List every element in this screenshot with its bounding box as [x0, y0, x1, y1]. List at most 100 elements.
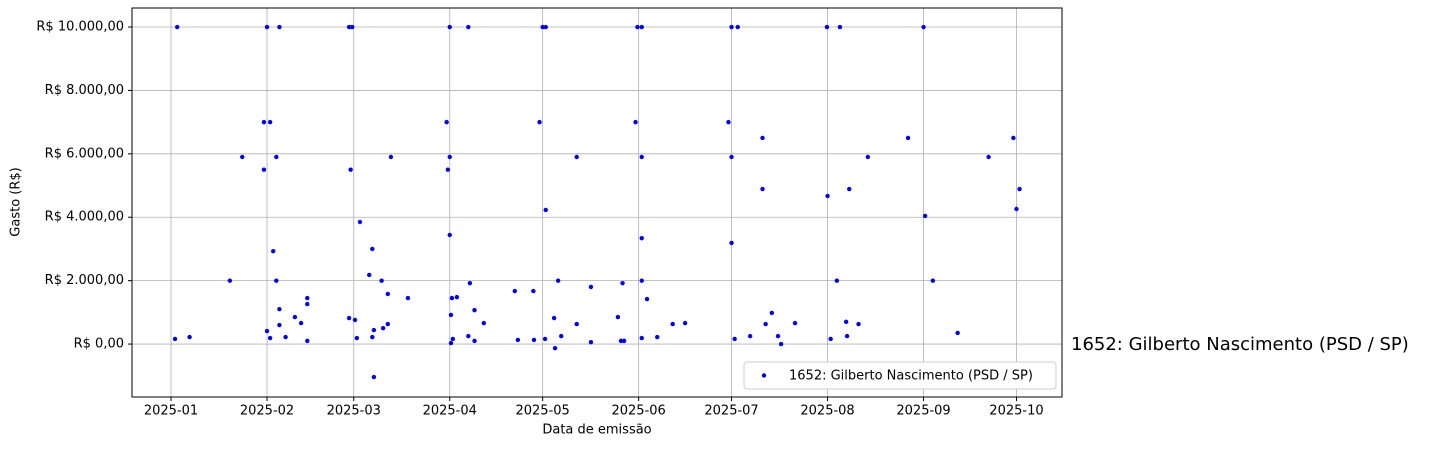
- point: [172, 336, 178, 342]
- point: [354, 335, 360, 341]
- point: [367, 272, 372, 278]
- point: [542, 336, 548, 342]
- point: [644, 296, 650, 302]
- plot-frame: [131, 7, 1063, 398]
- point: [466, 24, 471, 30]
- point: [588, 339, 594, 345]
- point: [264, 24, 270, 30]
- y-tick-label: R$ 2.000,00: [45, 273, 124, 288]
- x-tick-label: 2025-07: [704, 404, 758, 419]
- x-tick-label: 2025-04: [423, 404, 477, 419]
- point: [778, 341, 784, 347]
- x-axis-label: Data de emissão: [542, 423, 651, 438]
- y-tick-label: R$ 0,00: [74, 337, 124, 352]
- point: [729, 240, 734, 246]
- point: [955, 330, 960, 336]
- x-tick-label: 2025-01: [144, 404, 198, 419]
- point: [543, 24, 548, 30]
- point: [729, 24, 734, 30]
- point: [531, 288, 536, 294]
- point: [763, 321, 768, 327]
- point: [775, 333, 781, 339]
- point: [515, 337, 521, 343]
- point: [447, 232, 452, 238]
- annotation: 1652: Gilberto Nascimento (PSD / SP): [1071, 334, 1409, 355]
- point: [760, 186, 765, 192]
- point: [543, 207, 548, 213]
- y-tick-label: R$ 8.000,00: [45, 83, 124, 98]
- point: [305, 295, 310, 301]
- point: [472, 307, 477, 313]
- point: [574, 321, 579, 327]
- point: [267, 335, 273, 341]
- y-tick-label: R$ 10.000,00: [36, 20, 124, 35]
- point: [760, 135, 765, 141]
- point: [670, 321, 675, 327]
- point: [352, 317, 358, 323]
- point: [405, 295, 411, 301]
- point: [274, 278, 279, 283]
- point: [824, 24, 830, 30]
- point: [227, 278, 233, 283]
- point: [986, 154, 991, 160]
- point: [371, 327, 377, 333]
- x-tick-label: 2025-03: [327, 404, 381, 419]
- point: [371, 374, 377, 380]
- point: [388, 154, 394, 160]
- point: [621, 338, 627, 344]
- point: [1011, 135, 1016, 141]
- point: [298, 320, 304, 326]
- point: [267, 119, 273, 125]
- point: [639, 278, 644, 283]
- point: [264, 328, 270, 334]
- point: [240, 154, 245, 160]
- point: [348, 167, 353, 172]
- point: [633, 119, 638, 125]
- point: [357, 219, 363, 225]
- legend-label: 1652: Gilberto Nascimento (PSD / SP): [789, 369, 1033, 384]
- point: [639, 235, 644, 241]
- point: [792, 320, 798, 326]
- y-tick-label: R$ 6.000,00: [45, 146, 124, 161]
- legend-box: [743, 361, 1057, 390]
- y-tick-label: R$ 4.000,00: [45, 210, 124, 225]
- point: [466, 333, 471, 339]
- point: [512, 288, 517, 294]
- point: [615, 314, 621, 320]
- x-tick-label: 2025-09: [896, 404, 950, 419]
- point: [922, 213, 928, 219]
- point: [277, 306, 282, 312]
- x-tick-label: 2025-05: [515, 404, 569, 419]
- point: [559, 333, 564, 339]
- point: [844, 333, 850, 339]
- point: [349, 24, 355, 30]
- point: [555, 278, 561, 283]
- point: [682, 320, 688, 326]
- point: [261, 119, 267, 125]
- point: [735, 24, 740, 30]
- point: [274, 154, 279, 160]
- point: [283, 334, 288, 340]
- point: [481, 320, 487, 326]
- point: [380, 326, 386, 331]
- point: [865, 154, 871, 160]
- point: [843, 319, 849, 325]
- point: [921, 24, 926, 30]
- point: [385, 321, 391, 327]
- point: [346, 24, 352, 30]
- point: [837, 24, 843, 30]
- point: [531, 337, 537, 343]
- point: [445, 167, 451, 172]
- point: [618, 338, 624, 344]
- x-tick-label: 2025-02: [240, 404, 294, 419]
- point: [552, 345, 558, 351]
- point: [385, 291, 391, 297]
- point: [261, 167, 267, 172]
- point: [769, 310, 775, 316]
- point: [292, 314, 298, 320]
- point: [828, 336, 833, 342]
- point: [305, 338, 310, 344]
- point: [551, 315, 557, 321]
- point: [825, 193, 830, 199]
